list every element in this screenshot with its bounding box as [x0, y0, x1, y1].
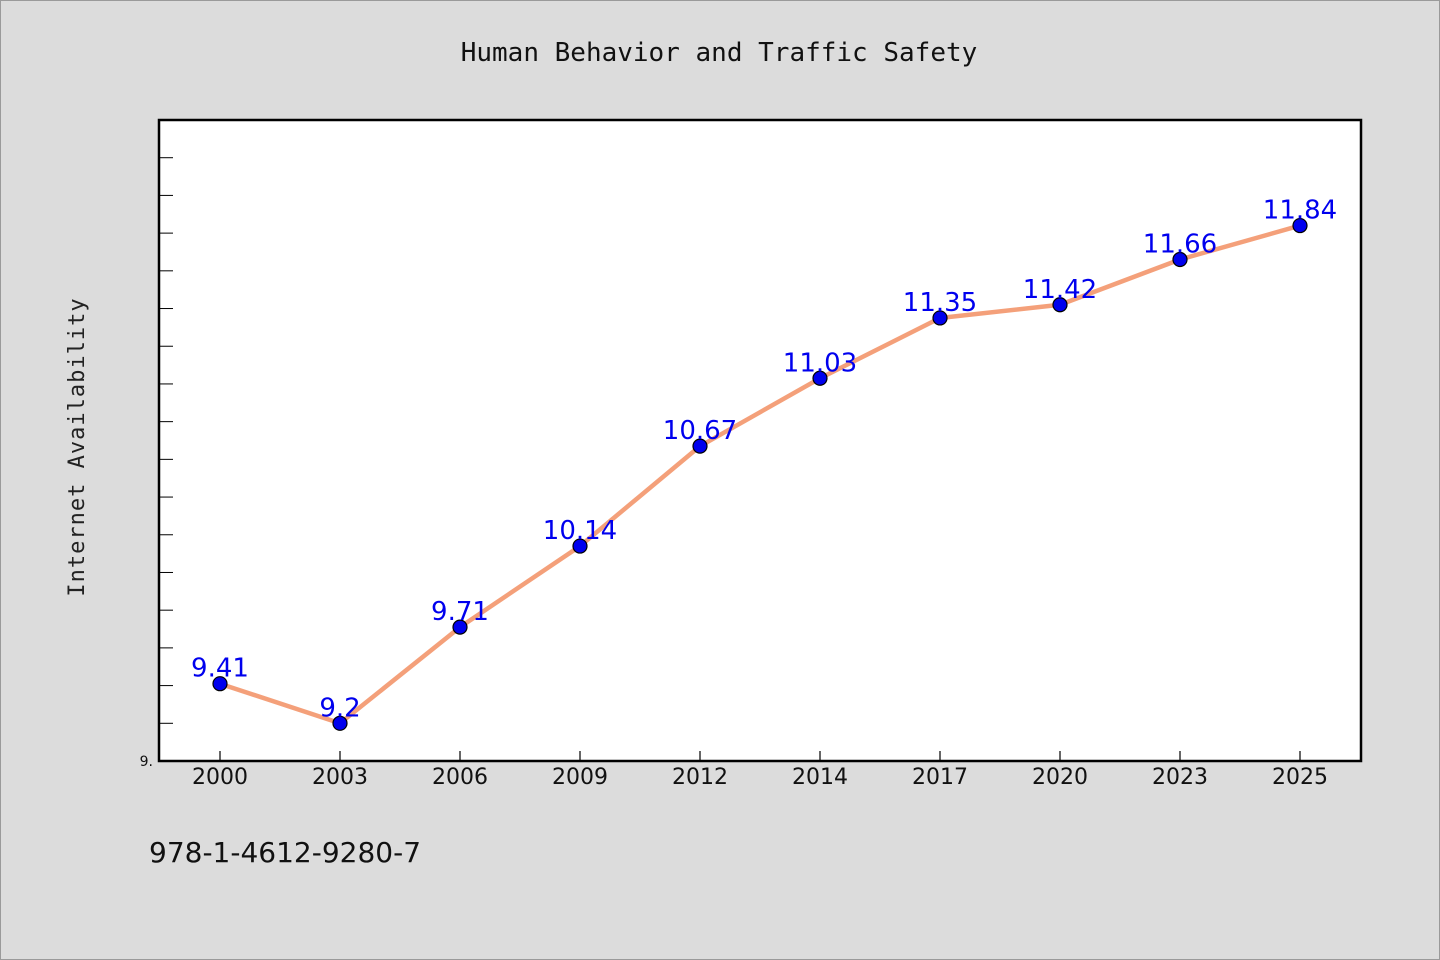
data-point — [452, 619, 468, 635]
data-label: 11.42 — [1023, 275, 1097, 305]
x-tick-label: 2014 — [792, 765, 848, 790]
data-point — [572, 538, 588, 554]
data-markers — [212, 217, 1308, 731]
x-tick-label: 2009 — [552, 765, 608, 790]
series-line — [217, 223, 1303, 726]
data-point — [332, 715, 348, 731]
x-tick-label: 2020 — [1032, 765, 1088, 790]
x-tick-label: 2023 — [1152, 765, 1208, 790]
data-point — [1292, 217, 1308, 234]
data-label: 10.14 — [543, 516, 617, 546]
footer-isbn: 978-1-4612-9280-7 — [149, 836, 421, 869]
x-axis-ticks: 2000 2003 2006 2009 2012 2014 2017 2020 2023 2025 — [192, 751, 1328, 790]
data-label: 11.35 — [903, 288, 977, 318]
x-tick-label: 2003 — [312, 765, 368, 790]
chart-title: Human Behavior and Traffic Safety — [461, 38, 978, 68]
data-label: 9.2 — [319, 693, 360, 723]
data-point — [932, 310, 948, 326]
data-point — [1052, 297, 1068, 313]
data-label: 11.84 — [1263, 196, 1337, 226]
x-tick-label: 2006 — [432, 765, 488, 790]
y-tick-label: 9. — [140, 754, 153, 770]
data-label: 9.71 — [431, 597, 489, 627]
data-label: 9.41 — [191, 654, 249, 684]
data-point — [812, 370, 828, 386]
data-label: 10.67 — [663, 416, 737, 446]
x-tick-label: 2025 — [1272, 765, 1328, 790]
x-tick-label: 2012 — [672, 765, 728, 790]
y-axis-label: Internet Availability — [65, 297, 90, 596]
data-point — [1172, 251, 1188, 268]
series-line-group — [217, 223, 1303, 726]
plot-area — [157, 118, 1363, 763]
y-axis-ticks: 9. — [140, 157, 173, 770]
data-labels: 9.41 9.2 9.71 10.14 10.67 11.03 11.35 11.42 11.6… — [191, 196, 1337, 724]
data-point — [692, 438, 708, 454]
data-point — [212, 676, 228, 692]
x-tick-label: 2017 — [912, 765, 968, 790]
data-label: 11.03 — [783, 348, 857, 378]
data-label: 11.66 — [1143, 230, 1217, 260]
x-tick-label: 2000 — [192, 765, 248, 790]
